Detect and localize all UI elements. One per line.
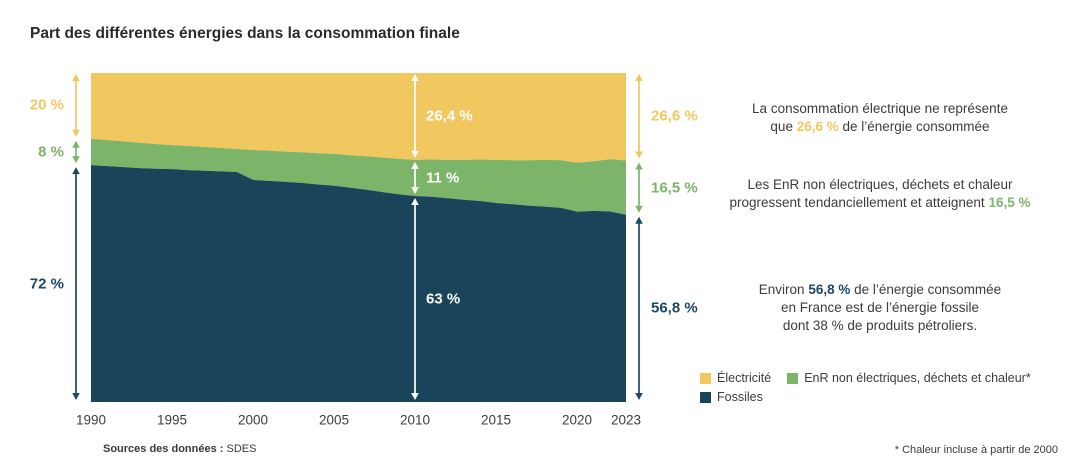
legend-swatch-icon [700,372,711,384]
arrow-middle-fossiles [411,198,419,400]
pct-label-middle-fossiles: 63 % [426,290,461,308]
annotation-text: Les EnR non électriques, déchets et chal… [747,177,1013,192]
arrow-left-fossiles [72,167,80,400]
legend-label: EnR non électriques, déchets et chaleur* [804,371,1031,385]
annotation-highlight: 56,8 % [808,282,851,297]
arrow-middle-electricite [411,74,419,158]
footnote-heat-note: * Chaleur incluse à partir de 2000 [894,444,1058,456]
annotation-text: progressent tendanciellement et atteigne… [729,194,989,210]
legend-row: Électricité EnR non électriques, déchets … [700,371,1031,385]
pct-label-middle-enr: 11 % [426,169,460,187]
source-value: SDES [223,443,257,455]
annotation-block-1: La consommation électrique ne représente… [708,100,1052,136]
annotation-text: en France est de l’énergie fossile [780,299,980,315]
legend-swatch-icon [700,391,711,403]
arrow-right-electricite [635,74,643,159]
legend-item-enr: EnR non électriques, déchets et chaleur* [787,371,1031,385]
arrow-middle-enr [411,161,419,195]
legend-item-fossiles: Fossiles [700,390,763,404]
x-tick-1995: 1995 [156,412,188,428]
chart-legend: Électricité EnR non électriques, déchets … [700,371,1031,409]
annotation-text: de l’énergie consommée [850,282,1002,297]
x-tick-2005: 2005 [318,412,350,428]
legend-item-electricite: Électricité [700,371,771,385]
arrow-left-enr [72,140,80,164]
annotation-highlight: 26,6 % [796,118,839,134]
annotation-text: que [770,118,797,134]
arrow-right-enr [635,162,643,213]
legend-label: Fossiles [717,390,763,404]
pct-label-right-electricite: 26,6 % [651,107,698,125]
annotation-text: dont 38 % de produits pétroliers. [782,317,978,333]
annotation-text: Environ [758,282,809,297]
pct-label-left-enr: 8 % [38,143,64,161]
area-enr [91,138,626,215]
pct-label-right-enr: 16,5 % [651,179,698,197]
legend-row: Fossiles [700,390,1031,404]
x-tick-2015: 2015 [480,412,512,428]
x-tick-2020: 2020 [561,412,593,428]
pct-label-left-fossiles: 72 % [29,275,64,293]
data-source-note: Sources des données : SDES [103,443,256,455]
annotation-text: de l’énergie consommée [838,118,990,134]
x-tick-2023: 2023 [610,412,642,428]
legend-label: Électricité [717,371,772,385]
page-title: Part des différentes énergies dans la co… [30,25,460,42]
annotation-text: La consommation électrique ne représente [752,101,1008,116]
arrow-left-electricite [72,74,80,137]
area-fossiles [91,165,626,402]
annotation-block-2: Les EnR non électriques, déchets et chal… [708,176,1052,212]
x-tick-1990: 1990 [75,412,107,428]
x-tick-2010: 2010 [399,412,431,428]
annotation-highlight: 16,5 % [988,194,1031,210]
pct-label-right-fossiles: 56,8 % [651,299,698,317]
legend-swatch-icon [787,372,799,384]
x-tick-2000: 2000 [237,412,269,428]
area-electricite [91,73,626,163]
arrow-right-fossiles [635,216,643,400]
pct-label-left-electricite: 20 % [29,96,64,114]
source-label: Sources des données : [103,443,224,455]
pct-label-middle-electricite: 26,4 % [426,107,473,125]
annotation-block-3: Environ 56,8 % de l’énergie consommée en … [708,281,1052,334]
